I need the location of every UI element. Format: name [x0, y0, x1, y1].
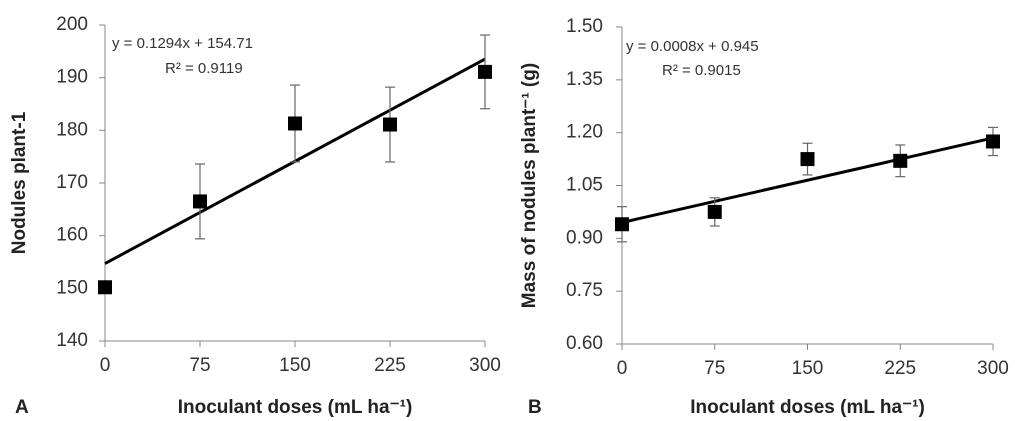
x-tick-label: 75	[704, 358, 725, 379]
x-axis-title: Inoculant doses (mL ha⁻¹)	[690, 397, 925, 418]
y-tick-label: 140	[56, 330, 88, 351]
point	[986, 134, 1000, 149]
y-tick-label: 190	[56, 67, 88, 88]
point	[288, 116, 302, 131]
x-axis-title: Inoculant doses (mL ha⁻¹)	[178, 397, 413, 418]
y-tick-label: 0.60	[566, 333, 603, 354]
point	[98, 280, 112, 295]
x-tick-label: 0	[100, 355, 111, 376]
y-axis-title: Mass of nodules plant⁻¹ (g)	[519, 63, 540, 308]
x-tick-label: 225	[884, 358, 916, 379]
y-tick-label: 1.35	[566, 69, 603, 90]
point	[383, 117, 397, 132]
x-tick-label: 150	[792, 358, 824, 379]
panel-label: B	[528, 397, 542, 418]
trend-r2: R² = 0.9119	[165, 60, 243, 77]
y-tick-label: 1.50	[566, 16, 603, 37]
y-axis-title: Nodules plant-1	[9, 111, 30, 254]
x-tick-label: 75	[189, 355, 210, 376]
trend-equation: y = 0.0008x + 0.945	[626, 38, 759, 55]
x-tick-label: 300	[977, 358, 1009, 379]
y-tick-label: 180	[56, 119, 88, 140]
x-tick-label: 150	[279, 355, 311, 376]
x-tick-label: 300	[469, 355, 501, 376]
y-tick-label: 160	[56, 225, 88, 246]
trend-equation: y = 0.1294x + 154.71	[112, 35, 253, 52]
panel-label: A	[15, 397, 29, 418]
y-tick-label: 170	[56, 172, 88, 193]
x-tick-label: 0	[617, 358, 628, 379]
y-tick-label: 1.05	[566, 175, 603, 196]
point	[478, 64, 492, 79]
y-tick-label: 200	[56, 14, 88, 35]
point	[707, 204, 722, 219]
point	[800, 152, 815, 167]
point	[893, 153, 908, 168]
y-tick-label: 0.75	[566, 280, 603, 301]
trendline	[621, 136, 994, 224]
x-tick-label: 225	[374, 355, 406, 376]
trend-r2: R² = 0.9015	[662, 62, 741, 79]
point	[193, 194, 207, 209]
y-tick-label: 1.20	[566, 122, 603, 143]
point	[615, 217, 629, 232]
y-tick-label: 0.90	[566, 227, 603, 248]
y-tick-label: 150	[56, 277, 88, 298]
